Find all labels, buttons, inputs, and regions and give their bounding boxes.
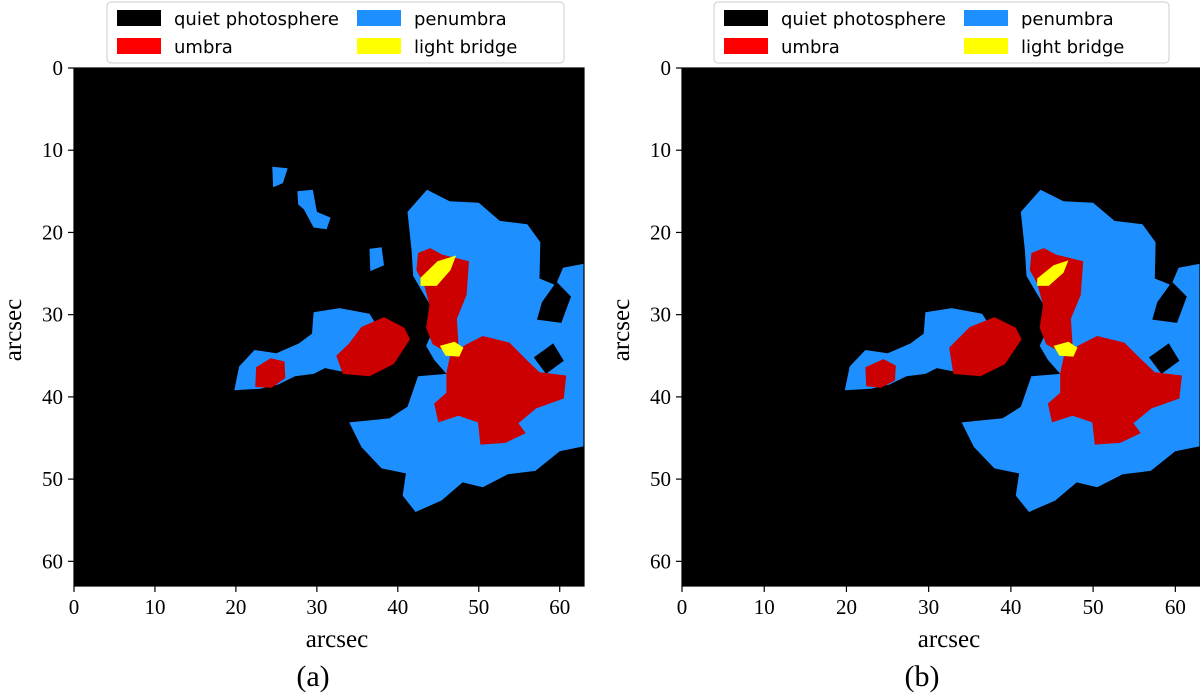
y-tick-label: 20 xyxy=(650,220,671,244)
light-bridge-region xyxy=(1037,260,1069,286)
x-tick-label: 40 xyxy=(1000,595,1021,619)
umbra-region xyxy=(255,358,286,388)
y-tick-label: 60 xyxy=(42,549,63,573)
legend-label: umbra xyxy=(781,37,840,58)
y-tick-label: 50 xyxy=(42,467,63,491)
x-tick-label: 10 xyxy=(144,595,165,619)
legend-box xyxy=(106,1,565,64)
quiet-cutouts-region xyxy=(533,343,564,374)
y-axis-title: arcsec xyxy=(0,299,27,361)
x-axis-title: arcsec xyxy=(306,626,368,653)
x-tick-label: 50 xyxy=(468,595,489,619)
x-tick-label: 0 xyxy=(69,595,80,619)
axes-frame xyxy=(73,67,585,587)
y-tick-label: 40 xyxy=(650,385,671,409)
legend-label: penumbra xyxy=(1021,9,1114,30)
x-tick-label: 30 xyxy=(918,595,939,619)
y-axis-title: arcsec xyxy=(608,299,635,361)
legend-swatch xyxy=(964,38,1008,54)
legend-label: quiet photosphere xyxy=(174,9,339,30)
legend-swatch xyxy=(964,10,1008,26)
legend-swatch xyxy=(357,10,401,26)
y-tick-label: 0 xyxy=(661,56,672,80)
penumbra-region xyxy=(272,166,288,188)
quiet-cutouts-region xyxy=(1149,343,1180,374)
y-tick-label: 50 xyxy=(650,467,671,491)
x-tick-label: 0 xyxy=(677,595,688,619)
legend: quiet photosphere penumbra umbra light brid… xyxy=(713,1,1170,64)
legend-box xyxy=(713,1,1170,64)
penumbra-region xyxy=(297,189,331,230)
umbra-region xyxy=(949,317,1022,377)
umbra-region xyxy=(336,317,410,377)
light-bridge-region xyxy=(420,255,457,286)
legend-swatch xyxy=(724,10,768,26)
y-tick-label: 30 xyxy=(42,303,63,327)
y-tick-label: 40 xyxy=(42,385,63,409)
legend-label: penumbra xyxy=(414,9,507,30)
quiet-cutouts-region xyxy=(537,281,571,323)
x-tick-label: 20 xyxy=(225,595,246,619)
x-tick-label: 20 xyxy=(836,595,857,619)
y-tick-label: 20 xyxy=(42,220,63,244)
x-tick-label: 10 xyxy=(754,595,775,619)
light-bridge-region xyxy=(1053,341,1078,357)
axes-frame xyxy=(681,67,1200,587)
panel-label: (b) xyxy=(905,660,940,693)
x-tick-label: 30 xyxy=(306,595,327,619)
quiet-cutouts-region xyxy=(1152,281,1187,323)
legend: quiet photosphere penumbra umbra light brid… xyxy=(106,1,565,64)
y-tick-label: 10 xyxy=(42,138,63,162)
penumbra-region xyxy=(369,247,384,272)
legend-swatch xyxy=(117,38,161,54)
umbra-region xyxy=(865,359,896,388)
y-tick-label: 10 xyxy=(650,138,671,162)
legend-swatch xyxy=(357,38,401,54)
y-tick-label: 60 xyxy=(650,549,671,573)
panel-b: 0 10 20 30 40 50 600102030405060arcsecarcsec(b… xyxy=(608,1,1200,693)
umbra-region xyxy=(434,336,567,445)
x-tick-label: 50 xyxy=(1083,595,1104,619)
legend-label: quiet photosphere xyxy=(781,9,946,30)
y-tick-label: 0 xyxy=(53,56,64,80)
x-axis-title: arcsec xyxy=(918,626,980,653)
y-tick-label: 30 xyxy=(650,303,671,327)
legend-swatch xyxy=(117,10,161,26)
legend-label: light bridge xyxy=(414,37,517,58)
umbra-region xyxy=(1047,336,1182,445)
x-tick-label: 60 xyxy=(1165,595,1186,619)
light-bridge-region xyxy=(439,341,464,357)
panel-a: 0 10 20 30 40 50 600102030405060arcsecarcsec(a… xyxy=(0,1,585,693)
panel-label: (a) xyxy=(296,660,329,693)
legend-swatch xyxy=(724,38,768,54)
legend-label: light bridge xyxy=(1021,37,1124,58)
x-tick-label: 40 xyxy=(387,595,408,619)
legend-label: umbra xyxy=(174,37,233,58)
x-tick-label: 60 xyxy=(549,595,570,619)
